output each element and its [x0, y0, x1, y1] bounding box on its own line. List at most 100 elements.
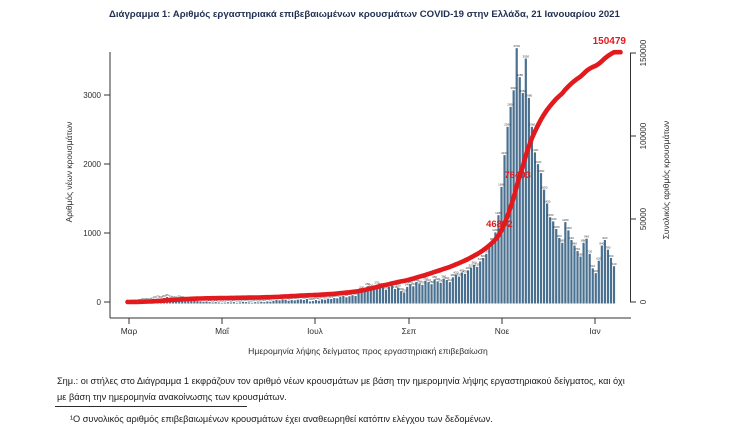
- daily-cases-bar: [542, 189, 546, 304]
- daily-cases-bar: [217, 302, 220, 304]
- bar-value-label: 240: [405, 283, 410, 287]
- daily-cases-bar: [336, 298, 339, 304]
- daily-cases-bar: [576, 251, 579, 304]
- daily-cases-bar: [500, 186, 503, 304]
- daily-cases-bar: [567, 230, 570, 304]
- bar-value-label: 1890: [538, 169, 545, 173]
- daily-cases-bar: [606, 249, 610, 304]
- daily-cases-bar: [579, 256, 582, 304]
- daily-cases-bar: [293, 300, 296, 304]
- bar-value-label: 680: [578, 252, 583, 256]
- bar-value-label: 420: [453, 270, 458, 274]
- y-left-ticks-group: 0 1000 2000 3000: [83, 91, 110, 307]
- y-right-tick-label: 0: [639, 299, 648, 304]
- bar-value-label: 60: [153, 295, 157, 299]
- daily-cases-bar: [302, 300, 305, 304]
- daily-cases-bar: [272, 300, 275, 304]
- bar-value-label: 60: [320, 295, 324, 299]
- daily-cases-bar: [424, 280, 427, 304]
- bar-value-label: 430: [463, 270, 468, 274]
- bar-value-label: 310: [447, 278, 452, 282]
- x-axis-title: Ημερομηνία λήψης δείγματος προς εργαστηρ…: [248, 346, 488, 356]
- y-right-tick-label: 100000: [639, 122, 648, 149]
- bar-value-label: 920: [602, 236, 607, 240]
- daily-cases-bar: [430, 284, 433, 304]
- daily-cases-bar: [299, 299, 302, 304]
- bar-value-label: 380: [450, 273, 455, 277]
- y-right-ticks-group: 0 50000 100000 150000: [630, 39, 648, 304]
- bar-value-label: 55: [323, 296, 327, 300]
- bar-value-label: 3550: [522, 54, 529, 58]
- bar-value-label: 160: [402, 288, 407, 292]
- bar-value-label: 12: [223, 298, 227, 302]
- bar-value-label: 75: [336, 294, 340, 298]
- daily-cases-bar: [366, 286, 369, 304]
- daily-cases-bar: [345, 297, 348, 304]
- bar-value-label: 1690: [498, 183, 505, 187]
- bar-value-label: 10: [235, 299, 239, 303]
- bar-value-label: 280: [408, 280, 413, 284]
- daily-cases-bar: [582, 242, 585, 304]
- daily-cases-bar: [412, 286, 415, 304]
- bar-value-label: 20: [254, 298, 258, 302]
- daily-cases-bar: [387, 286, 391, 304]
- bar-value-label: 330: [423, 277, 428, 281]
- x-tick-label: Μαρ: [121, 326, 138, 336]
- daily-cases-bar: [469, 267, 473, 304]
- bar-value-label: 660: [481, 254, 486, 258]
- daily-cases-bar: [561, 242, 564, 304]
- bar-value-label: 15: [238, 298, 242, 302]
- daily-cases-bar: [527, 97, 530, 304]
- daily-cases-bar: [533, 152, 537, 304]
- daily-cases-bar: [454, 274, 457, 304]
- bar-value-label: 610: [478, 257, 483, 261]
- bar-value-label: 2980: [526, 94, 533, 98]
- daily-cases-bar: [296, 299, 299, 304]
- daily-cases-bar: [235, 302, 239, 304]
- daily-cases-bar: [612, 266, 616, 304]
- daily-cases-bar: [436, 281, 439, 304]
- daily-cases-bar: [473, 264, 476, 304]
- daily-cases-bar: [409, 284, 412, 304]
- bar-value-label: 15: [229, 298, 233, 302]
- bar-value-label: 1190: [550, 217, 557, 221]
- daily-cases-bar: [588, 253, 591, 304]
- daily-cases-bar: [199, 301, 202, 304]
- daily-cases-bar: [494, 232, 497, 304]
- daily-cases-bar: [187, 300, 190, 304]
- daily-cases-bar: [211, 302, 214, 304]
- bar-value-label: 840: [599, 241, 604, 245]
- daily-cases-bar: [287, 300, 290, 304]
- bar-value-label: 280: [429, 280, 434, 284]
- daily-cases-bar: [339, 296, 342, 304]
- daily-cases-bar: [360, 289, 363, 304]
- bar-value-label: 2150: [501, 151, 508, 155]
- x-tick-label: Ιουλ: [307, 326, 324, 336]
- daily-cases-bar: [321, 299, 324, 304]
- bar-value-label: 60: [171, 295, 175, 299]
- bar-value-label: 1250: [547, 213, 554, 217]
- daily-cases-bar: [220, 302, 223, 304]
- daily-cases-bar: [570, 240, 573, 304]
- bar-value-label: 530: [475, 263, 480, 267]
- bar-value-label: 40: [150, 297, 154, 301]
- bar-value-label: 3050: [519, 89, 526, 93]
- daily-cases-bar: [363, 291, 366, 304]
- bar-value-label: 50: [302, 296, 306, 300]
- daily-cases-bar: [184, 300, 187, 304]
- bar-value-label: 660: [608, 254, 613, 258]
- daily-cases-bar: [369, 287, 372, 304]
- daily-cases-bar: [552, 221, 555, 304]
- daily-cases-bar: [451, 277, 454, 304]
- bar-value-label: 25: [269, 298, 273, 302]
- daily-cases-bar: [530, 126, 533, 304]
- bar-value-label: 95: [165, 293, 169, 297]
- daily-cases-bar: [558, 237, 561, 304]
- bar-value-label: 35: [311, 297, 315, 301]
- daily-cases-bar: [351, 295, 354, 304]
- daily-cases-bar: [573, 245, 576, 304]
- daily-cases-bar: [348, 296, 351, 304]
- note-text: Σημ.: οι στήλες στο Διάγραμμα 1 εκφράζου…: [57, 373, 707, 405]
